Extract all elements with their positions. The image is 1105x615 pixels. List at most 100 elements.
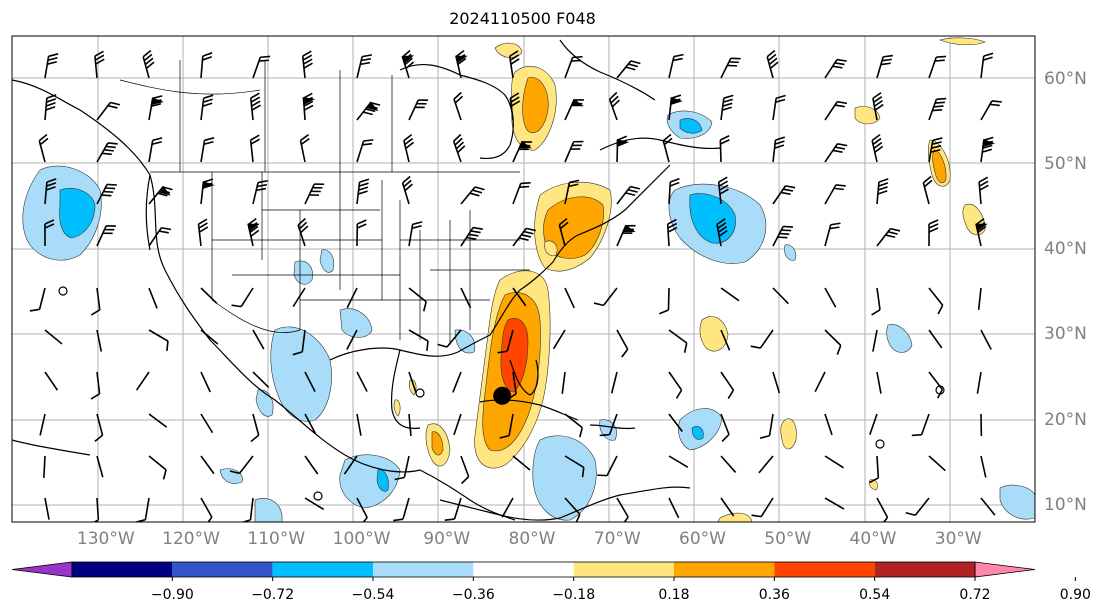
- wind-barb: [772, 136, 786, 163]
- wind-barb: [766, 49, 779, 79]
- wind-barb: [200, 137, 215, 163]
- wind-barb: [720, 94, 734, 121]
- contour-loops: [58, 286, 945, 501]
- wind-barb: [200, 455, 215, 475]
- wind-barb: [89, 497, 100, 522]
- lon-tick-label: 50°W: [764, 529, 812, 549]
- wind-barb: [668, 413, 683, 433]
- colorbar-segment: [172, 562, 273, 577]
- wind-barb: [343, 455, 358, 475]
- wind-barb: [38, 133, 49, 163]
- wind-barb: [616, 329, 629, 358]
- wind-barb: [980, 52, 994, 79]
- wind-barb: [455, 50, 468, 79]
- wind-barb: [252, 329, 265, 350]
- lon-tick-label: 100°W: [332, 529, 391, 549]
- wind-barb: [452, 133, 466, 163]
- wind-barb: [824, 287, 837, 308]
- wind-barb: [96, 101, 121, 121]
- wind-barb: [668, 455, 689, 468]
- wind-barb: [668, 329, 688, 353]
- wind-barb: [977, 287, 982, 310]
- wind-barb: [751, 497, 774, 518]
- wind-barb: [772, 225, 794, 247]
- lat-tick-label: 30°N: [1044, 324, 1087, 345]
- wind-barb: [512, 182, 531, 205]
- wind-barb: [616, 185, 641, 205]
- lon-tick-label: 30°W: [934, 529, 982, 549]
- wind-barb: [44, 178, 57, 205]
- wind-barb: [90, 371, 101, 400]
- wind-barb: [96, 329, 103, 352]
- wind-barb: [597, 455, 618, 477]
- wind-barb: [453, 91, 464, 121]
- wind-barb: [148, 137, 163, 163]
- wind-barb: [197, 218, 209, 247]
- wind-barb: [772, 287, 789, 305]
- wind-barb: [96, 142, 118, 163]
- wind-barb: [824, 329, 842, 355]
- colorbar-segment: [473, 562, 574, 577]
- wind-barb: [616, 224, 636, 247]
- lon-tick-label: 80°W: [508, 529, 556, 549]
- wind-barbs: [29, 49, 1002, 522]
- wind-barb: [44, 371, 59, 391]
- wind-barb: [869, 413, 878, 436]
- storm-center-marker: [493, 386, 512, 405]
- lat-tick-label: 10°N: [1044, 494, 1087, 515]
- lat-tick-label: 50°N: [1044, 153, 1087, 174]
- state-borders: [119, 60, 530, 345]
- wind-barb: [824, 222, 841, 247]
- wind-barb: [772, 371, 781, 394]
- wind-barb: [408, 99, 429, 121]
- wind-barb: [460, 455, 470, 485]
- wind-barb: [978, 176, 989, 205]
- wind-barb: [200, 178, 215, 205]
- wind-barb: [29, 287, 46, 312]
- wind-barb: [928, 137, 943, 163]
- wind-barb: [460, 186, 485, 205]
- lon-tick-label: 130°W: [76, 529, 135, 549]
- wind-barb: [928, 219, 939, 247]
- wind-barb: [720, 455, 737, 473]
- wind-barb: [759, 413, 774, 440]
- wind-barb: [720, 413, 730, 443]
- wind-barb: [564, 413, 584, 438]
- wind-barb: [824, 58, 847, 79]
- wind-barb: [44, 329, 63, 345]
- wind-barb: [564, 98, 584, 121]
- wind-barb: [668, 177, 680, 205]
- wind-barb: [928, 287, 944, 315]
- wind-barb: [814, 371, 826, 393]
- wind-barb: [304, 183, 325, 205]
- wind-barb: [356, 54, 373, 79]
- wind-barb: [148, 95, 164, 121]
- wind-barb: [135, 371, 150, 391]
- colorbar-segment: [774, 562, 875, 577]
- wind-barb: [301, 50, 313, 79]
- wind-barb: [346, 329, 358, 350]
- wind-barb: [564, 55, 583, 79]
- negative-anomaly-regions: [22, 110, 1035, 522]
- wind-barb: [252, 179, 268, 205]
- wind-barb: [824, 100, 848, 121]
- wind-barb: [200, 371, 211, 393]
- wind-barb: [437, 329, 462, 348]
- wind-barb: [716, 218, 728, 247]
- wind-barb: [976, 371, 982, 394]
- wind-barb: [90, 287, 101, 316]
- wind-barb: [871, 287, 881, 316]
- wind-barb: [304, 497, 325, 511]
- wind-barb: [980, 455, 987, 478]
- wind-barb: [408, 329, 429, 351]
- coastlines: [12, 39, 721, 521]
- colorbar-segment: [373, 562, 474, 577]
- wind-barb: [94, 50, 105, 79]
- colorbar-segment: [874, 562, 975, 577]
- wind-barb: [928, 455, 946, 472]
- wind-barb: [599, 413, 618, 437]
- wind-barb: [356, 178, 370, 205]
- wind-barb: [460, 226, 483, 247]
- wind-barb: [452, 371, 462, 393]
- wind-barb: [668, 497, 680, 519]
